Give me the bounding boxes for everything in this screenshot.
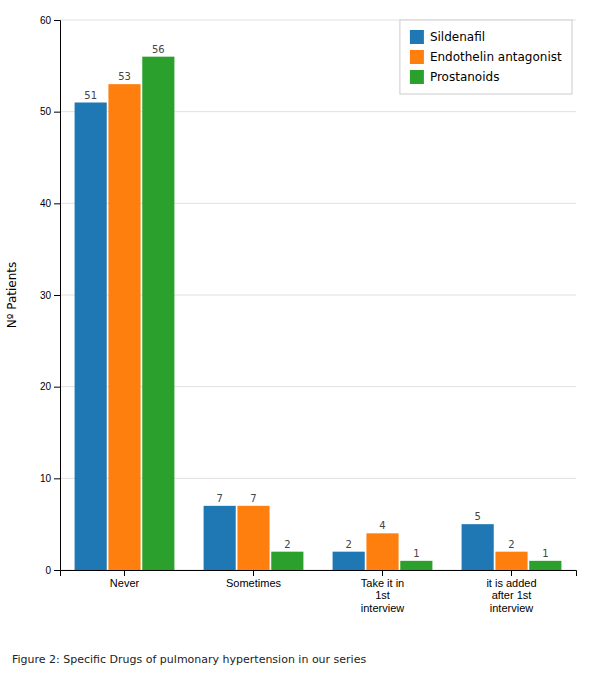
y-tick: 0 — [45, 565, 60, 576]
y-tick-mark — [54, 387, 60, 388]
bar — [366, 533, 398, 570]
legend-label: Prostanoids — [430, 70, 500, 84]
y-tick: 20 — [40, 381, 60, 392]
x-tick-mark — [511, 570, 512, 576]
y-tick-mark — [54, 478, 60, 479]
data-label: 51 — [84, 90, 97, 101]
series — [142, 57, 561, 570]
y-tick-label: 10 — [40, 473, 52, 484]
data-labels: 51 7 2 5 53 7 4 2 56 2 1 1 — [84, 44, 548, 559]
x-tick: Sometimes — [226, 570, 282, 589]
data-label: 2 — [508, 539, 514, 550]
y-tick: 10 — [40, 473, 60, 484]
legend-swatch — [410, 30, 424, 44]
bar — [108, 84, 140, 570]
plot: 0 10 20 30 40 50 60 Never Sometimes Take it in1st… — [40, 15, 577, 614]
bar — [529, 561, 561, 570]
bar — [495, 552, 527, 570]
y-tick-label: 20 — [40, 381, 52, 392]
legend-item: Endothelin antagonist — [410, 50, 562, 64]
bar — [333, 552, 365, 570]
y-tick-label: 60 — [40, 15, 52, 26]
bar — [400, 561, 432, 570]
y-tick-label: 30 — [40, 290, 52, 301]
legend-swatch — [410, 50, 424, 64]
bar — [75, 103, 107, 571]
y-tick: 30 — [40, 290, 60, 301]
legend-item: Sildenafil — [410, 30, 485, 44]
x-tick: Take it in1stinterview — [361, 570, 404, 614]
y-tick: 50 — [40, 106, 60, 117]
legend-label: Sildenafil — [430, 30, 485, 44]
bar — [271, 552, 303, 570]
y-tick: 40 — [40, 198, 60, 209]
data-label: 56 — [152, 44, 165, 55]
x-tick: Never — [110, 570, 140, 589]
y-tick-label: 0 — [45, 565, 51, 576]
y-tick-label: 40 — [40, 198, 52, 209]
y-tick-mark — [54, 295, 60, 296]
bar — [142, 57, 174, 570]
x-tick: it is addedafter 1stinterview — [486, 570, 536, 614]
x-tick-mark — [253, 570, 254, 576]
bar — [462, 524, 494, 570]
legend-label: Endothelin antagonist — [430, 50, 562, 64]
data-label: 7 — [250, 493, 256, 504]
legend: Sildenafil Endothelin antagonist Prostanoi… — [400, 20, 572, 94]
data-label: 7 — [216, 493, 222, 504]
legend-box — [400, 20, 572, 94]
bar — [237, 506, 269, 570]
x-axis: Never Sometimes Take it in1stinterview it i… — [61, 570, 577, 614]
data-label: 4 — [379, 520, 385, 531]
chart: 0 10 20 30 40 50 60 Never Sometimes Take it in1st… — [0, 0, 596, 675]
caption: Figure 2: Specific Drugs of pulmonary hy… — [12, 653, 366, 666]
y-tick-label: 50 — [40, 106, 52, 117]
y-axis-line — [54, 21, 61, 571]
legend-item: Prostanoids — [410, 70, 500, 84]
y-axis-title: Nº Patients — [5, 262, 19, 328]
legend-swatch — [410, 70, 424, 84]
x-tick-mark — [382, 570, 383, 576]
bar — [204, 506, 236, 570]
x-tick-label: Sometimes — [226, 577, 282, 589]
y-tick-mark — [54, 112, 60, 113]
bars — [75, 57, 562, 570]
grid — [60, 20, 576, 570]
y-axis: 0 10 20 30 40 50 60 — [40, 15, 61, 576]
x-tick-mark — [124, 570, 125, 576]
y-tick-mark — [54, 570, 60, 571]
data-label: 2 — [284, 539, 290, 550]
x-tick-label: Never — [110, 577, 140, 589]
data-label: 2 — [345, 539, 351, 550]
data-label: 53 — [118, 71, 131, 82]
data-label: 1 — [542, 548, 548, 559]
y-tick-mark — [54, 203, 60, 204]
data-label: 5 — [474, 511, 480, 522]
x-axis-line — [61, 571, 577, 577]
data-label: 1 — [413, 548, 419, 559]
y-tick: 60 — [40, 15, 60, 26]
x-tick-label: Take it in1stinterview — [361, 577, 404, 614]
y-tick-mark — [54, 20, 60, 21]
x-tick-label: it is addedafter 1stinterview — [486, 577, 536, 614]
